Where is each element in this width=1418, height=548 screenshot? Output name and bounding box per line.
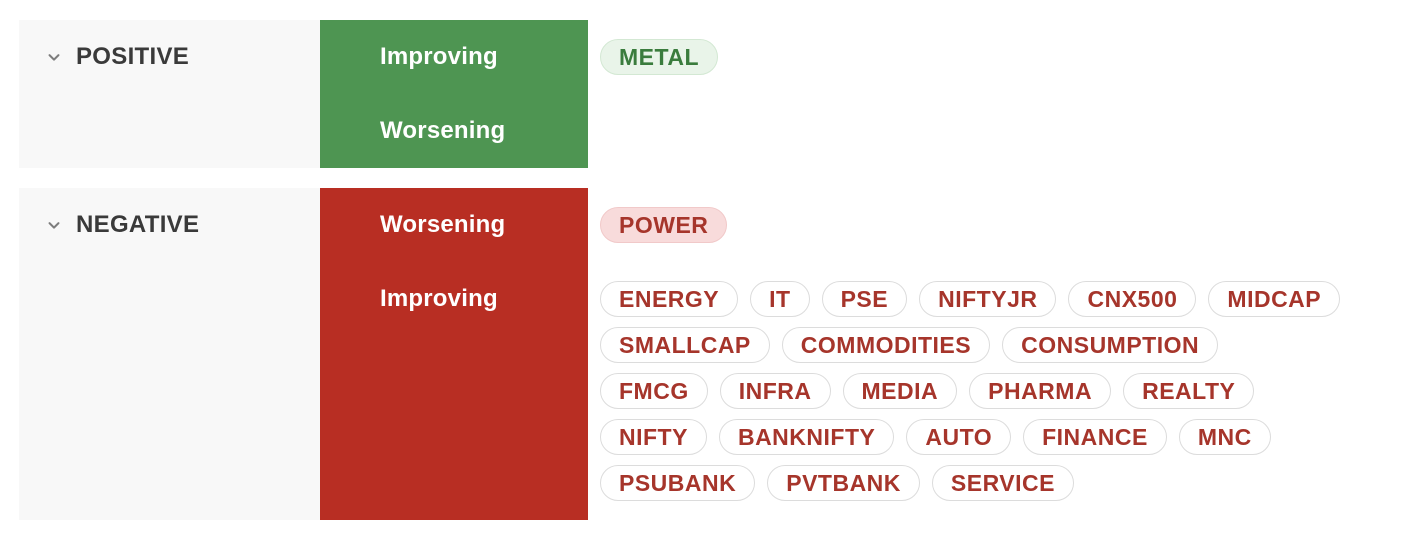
sections-root: POSITIVE Improving METAL Worsening NEGAT… — [19, 20, 1418, 520]
sector-tag-banknifty[interactable]: BANKNIFTY — [718, 419, 895, 455]
chevron-down-icon[interactable] — [45, 216, 63, 234]
trend-label: Worsening — [380, 117, 506, 144]
tag-line: NIFTY BANKNIFTY AUTO FINANCE MNC — [600, 419, 1271, 455]
section-label: POSITIVE — [76, 43, 190, 70]
sector-tag-service[interactable]: SERVICE — [931, 465, 1074, 501]
sector-tag-power[interactable]: POWER — [600, 207, 728, 243]
section-header[interactable]: POSITIVE — [45, 39, 320, 75]
trend-row-improving: Improving METAL — [320, 20, 1418, 94]
tag-line: SMALLCAP COMMODITIES CONSUMPTION — [600, 327, 1219, 363]
sector-tag-pharma[interactable]: PHARMA — [969, 373, 1112, 409]
sector-tag-it[interactable]: IT — [750, 281, 810, 317]
sector-tag-cnx500[interactable]: CNX500 — [1068, 281, 1197, 317]
section-positive: POSITIVE Improving METAL Worsening — [19, 20, 1418, 168]
sector-tag-auto[interactable]: AUTO — [906, 419, 1012, 455]
tag-line: METAL — [600, 39, 719, 75]
tag-list — [588, 94, 1418, 168]
sector-tag-pvtbank[interactable]: PVTBANK — [767, 465, 920, 501]
section-rows: Improving METAL Worsening — [320, 20, 1418, 168]
section-rows: Worsening POWER Improving ENERGY IT PSE … — [320, 188, 1418, 520]
sector-tag-psubank[interactable]: PSUBANK — [600, 465, 756, 501]
section-label: NEGATIVE — [76, 211, 200, 238]
trend-label-cell: Improving — [320, 20, 588, 94]
sector-tag-pse[interactable]: PSE — [821, 281, 908, 317]
chevron-down-icon[interactable] — [45, 48, 63, 66]
sector-tag-fmcg[interactable]: FMCG — [600, 373, 708, 409]
trend-row-improving: Improving ENERGY IT PSE NIFTYJR CNX500 M… — [320, 262, 1418, 520]
trend-row-worsening: Worsening — [320, 94, 1418, 168]
sector-tag-mnc[interactable]: MNC — [1178, 419, 1271, 455]
tag-line: FMCG INFRA MEDIA PHARMA REALTY — [600, 373, 1255, 409]
section-side-panel: POSITIVE — [19, 20, 320, 168]
sector-tag-realty[interactable]: REALTY — [1123, 373, 1255, 409]
tag-line: ENERGY IT PSE NIFTYJR CNX500 MIDCAP — [600, 281, 1341, 317]
sector-tag-commodities[interactable]: COMMODITIES — [781, 327, 991, 363]
trend-label: Worsening — [380, 211, 506, 238]
sector-tag-nifty[interactable]: NIFTY — [600, 419, 707, 455]
sector-tag-midcap[interactable]: MIDCAP — [1208, 281, 1341, 317]
section-header[interactable]: NEGATIVE — [45, 207, 320, 243]
sector-tag-metal[interactable]: METAL — [600, 39, 719, 75]
trend-label-cell: Worsening — [320, 188, 588, 262]
tag-list: METAL — [588, 20, 1418, 94]
trend-label-cell: Improving — [320, 262, 588, 520]
sector-tag-media[interactable]: MEDIA — [842, 373, 958, 409]
tag-line: POWER — [600, 207, 728, 243]
trend-label: Improving — [380, 43, 498, 70]
sector-tag-smallcap[interactable]: SMALLCAP — [600, 327, 770, 363]
trend-row-worsening: Worsening POWER — [320, 188, 1418, 262]
sector-tag-niftyjr[interactable]: NIFTYJR — [919, 281, 1057, 317]
sector-tag-infra[interactable]: INFRA — [719, 373, 831, 409]
tag-line: PSUBANK PVTBANK SERVICE — [600, 465, 1074, 501]
trend-label: Improving — [380, 285, 498, 312]
sector-tag-energy[interactable]: ENERGY — [600, 281, 739, 317]
sector-tag-finance[interactable]: FINANCE — [1023, 419, 1167, 455]
tag-list: POWER — [588, 188, 1418, 262]
section-side-panel: NEGATIVE — [19, 188, 320, 520]
section-negative: NEGATIVE Worsening POWER Improving ENERG… — [19, 188, 1418, 520]
tag-list: ENERGY IT PSE NIFTYJR CNX500 MIDCAP SMAL… — [588, 262, 1418, 520]
sector-tag-consumption[interactable]: CONSUMPTION — [1002, 327, 1219, 363]
trend-label-cell: Worsening — [320, 94, 588, 168]
